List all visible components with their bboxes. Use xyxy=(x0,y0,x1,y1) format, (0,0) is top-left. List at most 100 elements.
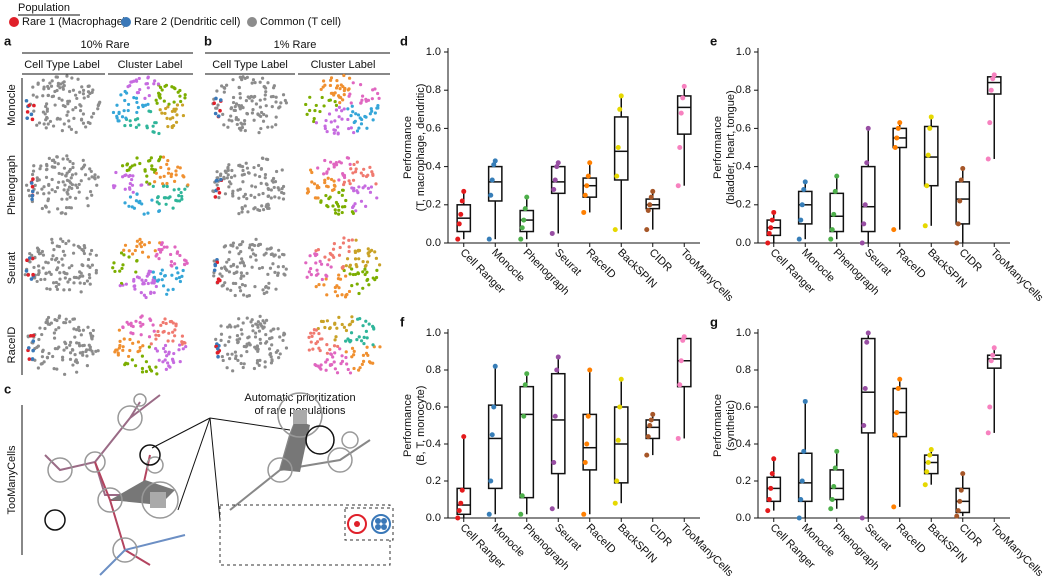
cell-point xyxy=(363,264,368,268)
cell-point xyxy=(175,103,180,107)
cell-point xyxy=(336,212,341,216)
cell-point xyxy=(154,333,158,337)
cell-point xyxy=(130,183,135,187)
cell-point xyxy=(326,176,330,180)
cell-point xyxy=(53,258,58,262)
cell-point xyxy=(335,78,339,83)
cell-point xyxy=(216,186,221,191)
cell-point xyxy=(326,205,330,209)
cell-point xyxy=(44,118,48,122)
cell-point xyxy=(277,196,281,200)
cell-point xyxy=(39,164,43,168)
cell-point xyxy=(166,339,170,343)
cell-point xyxy=(371,88,375,92)
cell-point xyxy=(24,98,29,103)
data-point xyxy=(799,202,805,208)
cell-point xyxy=(175,113,179,117)
pointer xyxy=(209,417,291,431)
cell-point xyxy=(356,191,360,195)
cell-point xyxy=(69,206,73,210)
cell-point xyxy=(265,183,269,187)
data-point xyxy=(859,515,865,521)
cell-point xyxy=(344,198,348,203)
cell-point xyxy=(346,156,351,160)
cell-point xyxy=(30,172,35,177)
cell-point xyxy=(68,343,72,347)
cell-point xyxy=(140,240,144,244)
cell-point xyxy=(150,164,154,168)
cell-point xyxy=(360,117,364,122)
cell-point xyxy=(145,174,149,178)
cell-point xyxy=(32,109,36,113)
cell-point xyxy=(323,178,327,182)
cell-point xyxy=(153,249,157,253)
cell-point xyxy=(324,193,328,198)
cell-point xyxy=(151,270,155,274)
cell-point xyxy=(328,83,333,88)
cell-point xyxy=(39,362,43,366)
cell-point xyxy=(121,345,125,349)
cell-point xyxy=(356,317,360,321)
cell-point xyxy=(42,122,46,126)
y-tick-label: 0.0 xyxy=(736,237,751,249)
cell-point xyxy=(71,363,75,367)
cell-point xyxy=(355,338,359,342)
cell-point xyxy=(74,130,78,134)
cell-point xyxy=(51,94,56,98)
data-point xyxy=(549,230,555,236)
cell-point xyxy=(239,126,243,130)
cell-point xyxy=(250,184,254,188)
cell-point xyxy=(334,86,339,90)
cell-point xyxy=(147,345,151,349)
cell-point xyxy=(70,76,74,80)
cell-point xyxy=(361,359,366,363)
cell-point xyxy=(73,93,78,97)
cell-point xyxy=(351,178,356,182)
cell-point xyxy=(234,102,239,106)
cell-point xyxy=(323,255,327,259)
data-point xyxy=(582,192,588,198)
cell-point xyxy=(88,252,92,256)
cell-point xyxy=(126,102,131,107)
cell-point xyxy=(185,261,189,265)
cell-point xyxy=(115,348,119,352)
cell-point xyxy=(318,259,322,263)
cell-point xyxy=(338,100,342,105)
cell-point xyxy=(45,107,49,111)
cell-point xyxy=(172,188,176,192)
legend-label: Common (T cell) xyxy=(260,16,341,28)
cell-point xyxy=(340,210,344,215)
y-axis-label: (B, T, monocyte) xyxy=(415,386,427,466)
cell-point xyxy=(341,241,346,245)
cell-point xyxy=(158,85,163,89)
cell-point xyxy=(146,86,150,90)
cell-point xyxy=(55,117,59,121)
cell-point xyxy=(329,265,333,269)
cell-point xyxy=(127,249,131,253)
cell-point xyxy=(217,191,222,195)
cell-point xyxy=(250,318,254,322)
data-point xyxy=(614,478,620,484)
data-point xyxy=(894,410,900,416)
cell-point xyxy=(344,274,348,278)
cell-point xyxy=(161,360,165,364)
cell-point xyxy=(74,196,78,200)
data-point xyxy=(891,227,897,233)
cell-point xyxy=(50,237,54,242)
cell-point xyxy=(331,355,335,359)
cell-point xyxy=(349,101,353,105)
cell-point xyxy=(239,361,243,366)
cell-point xyxy=(323,124,327,128)
cell-point xyxy=(259,110,264,115)
cell-point xyxy=(215,260,220,265)
cell-point xyxy=(81,92,86,96)
cell-point xyxy=(258,337,262,341)
cell-point xyxy=(344,339,348,343)
cell-point xyxy=(183,93,187,97)
cell-point xyxy=(177,343,182,347)
data-point xyxy=(650,188,656,194)
cell-point xyxy=(374,256,378,260)
cell-point xyxy=(240,282,245,287)
cell-point xyxy=(157,209,162,213)
cell-point xyxy=(333,208,337,212)
